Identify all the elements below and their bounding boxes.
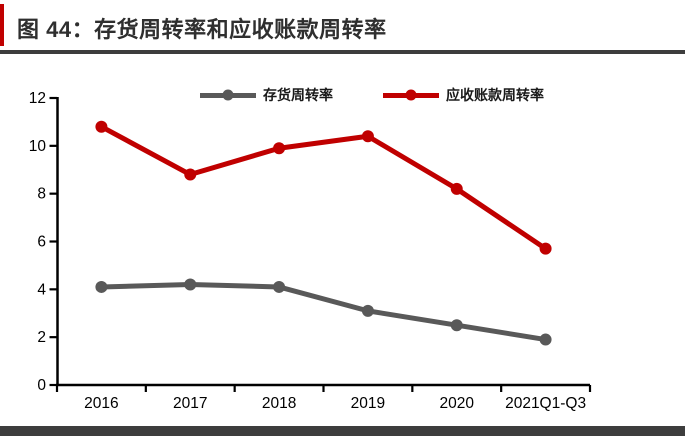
- series-marker-0-1: [184, 278, 197, 291]
- series-marker-1-1: [184, 168, 197, 181]
- series-marker-0-3: [361, 304, 374, 317]
- y-tick-label: 2: [37, 329, 46, 346]
- legend-item-inventory-turnover: 存货周转率: [200, 85, 333, 105]
- legend-label-inventory-turnover: 存货周转率: [263, 87, 333, 103]
- series-marker-1-3: [361, 130, 374, 143]
- legend-label-receivables-turnover: 应收账款周转率: [446, 87, 544, 103]
- series-line-0: [98, 282, 549, 343]
- series-marker-0-2: [273, 280, 286, 293]
- bottom-section-rule: [0, 426, 685, 436]
- x-tick-label: 2017: [173, 395, 207, 412]
- series-marker-0-5: [539, 333, 552, 346]
- series-marker-1-0: [95, 120, 108, 133]
- y-tick-label: 12: [29, 90, 46, 107]
- series-marker-1-2: [273, 142, 286, 155]
- series-line-1: [98, 124, 549, 252]
- y-tick-label: 0: [37, 377, 46, 394]
- y-tick-label: 4: [37, 281, 46, 298]
- x-tick-label: 2016: [84, 395, 118, 412]
- y-tick-label: 6: [37, 234, 46, 251]
- y-tick-label: 8: [37, 186, 46, 203]
- legend-line-marker-gray-icon: [200, 89, 256, 101]
- series-marker-1-4: [450, 182, 463, 195]
- y-tick-label: 10: [29, 138, 47, 155]
- legend-line-marker-red-icon: [383, 89, 439, 101]
- title-accent-bar: [0, 4, 4, 46]
- x-tick-label: 2019: [351, 395, 385, 412]
- x-tick-label: 2018: [262, 395, 296, 412]
- legend-item-receivables-turnover: 应收账款周转率: [383, 85, 544, 105]
- series-marker-1-5: [539, 242, 552, 255]
- x-tick-label: 2021Q1-Q3: [505, 395, 586, 412]
- chart-legend: 存货周转率 应收账款周转率: [0, 85, 685, 105]
- title-divider-rule: [0, 50, 685, 54]
- x-tick-label: 2020: [440, 395, 475, 412]
- series-marker-0-4: [450, 319, 463, 332]
- figure-title: 图 44：存货周转率和应收账款周转率: [17, 17, 387, 42]
- series-marker-0-0: [95, 280, 108, 293]
